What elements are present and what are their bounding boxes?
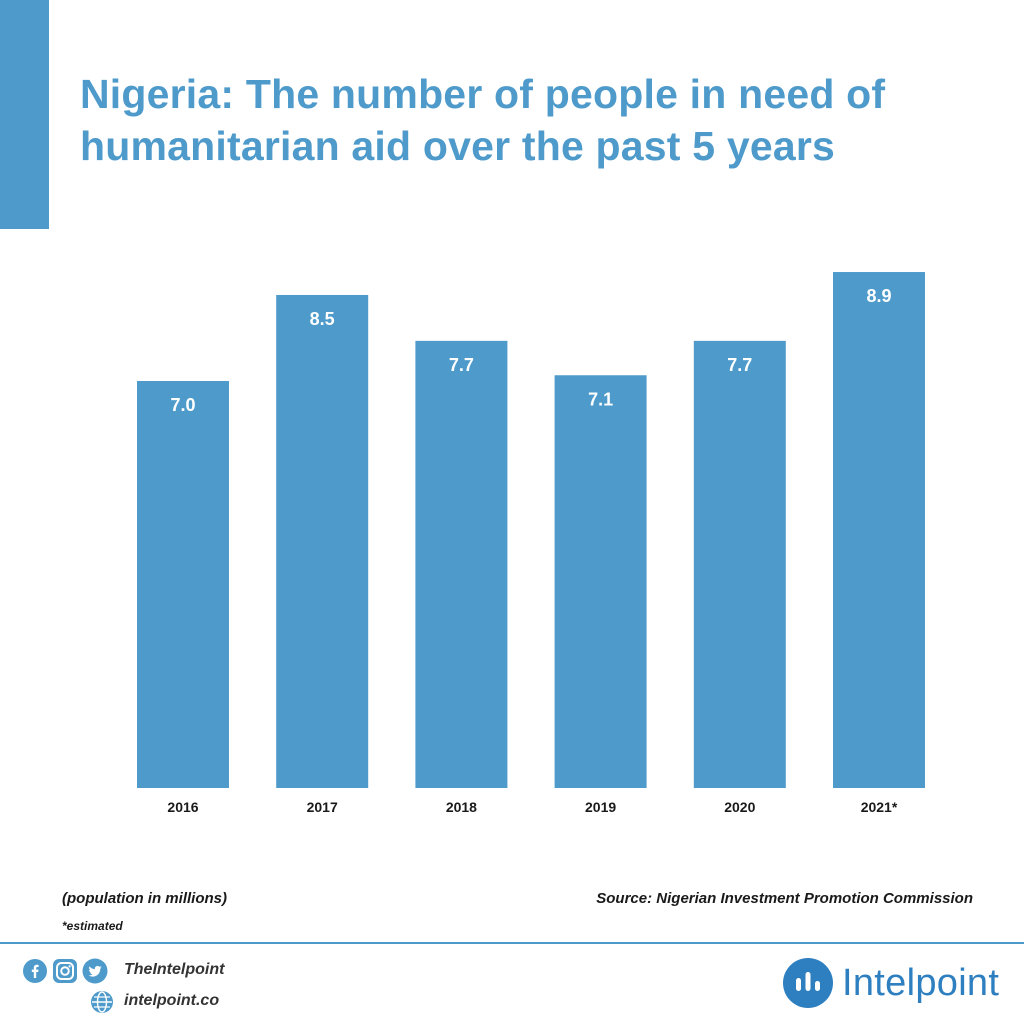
facebook-icon[interactable]: [22, 958, 48, 984]
brand-name: Intelpoint: [842, 961, 1000, 1004]
x-tick-label-2019: 2019: [585, 799, 616, 815]
data-label-2021: 8.9: [866, 286, 891, 306]
data-label-2018: 7.7: [449, 355, 474, 375]
bar-2018: [415, 340, 508, 788]
x-tick-label-2020: 2020: [724, 799, 755, 815]
social-handle[interactable]: TheIntelpoint: [124, 961, 225, 978]
data-label-2020: 7.7: [727, 355, 752, 375]
estimated-note: *estimated: [62, 919, 123, 933]
social-links: [22, 958, 108, 984]
units-note: (population in millions): [62, 890, 227, 907]
chart-title-line-1: Nigeria: The number of people in need of: [80, 71, 886, 117]
twitter-icon[interactable]: [82, 958, 108, 984]
chart-title-line-2: humanitarian aid over the past 5 years: [80, 123, 835, 169]
x-tick-label-2021: 2021*: [861, 799, 898, 815]
footer-divider: [0, 942, 1024, 944]
intelpoint-logo-icon: [783, 958, 833, 1008]
x-tick-label-2016: 2016: [167, 799, 198, 815]
bar-2021: [833, 272, 925, 788]
data-label-2016: 7.0: [170, 395, 195, 415]
bar-2020: [693, 340, 786, 788]
bar-2016: [137, 381, 229, 788]
chart-title: Nigeria: The number of people in need of…: [80, 68, 980, 172]
bar-2017: [276, 294, 369, 788]
x-tick-label-2017: 2017: [307, 799, 338, 815]
accent-bar: [0, 0, 49, 229]
data-label-2017: 8.5: [310, 309, 335, 329]
data-label-2019: 7.1: [588, 389, 613, 409]
x-tick-label-2018: 2018: [446, 799, 477, 815]
website-link[interactable]: intelpoint.co: [124, 992, 220, 1009]
globe-icon: [91, 991, 113, 1013]
instagram-icon[interactable]: [52, 958, 78, 984]
source-note: Source: Nigerian Investment Promotion Co…: [596, 890, 973, 907]
bar-chart: 7.0 2016 8.5 2017 7.7 2018 7.1 2019 7.7 2020 8.9 20…: [137, 272, 925, 815]
brand-logo: Intelpoint: [782, 957, 999, 1009]
bar-2019: [554, 375, 647, 788]
